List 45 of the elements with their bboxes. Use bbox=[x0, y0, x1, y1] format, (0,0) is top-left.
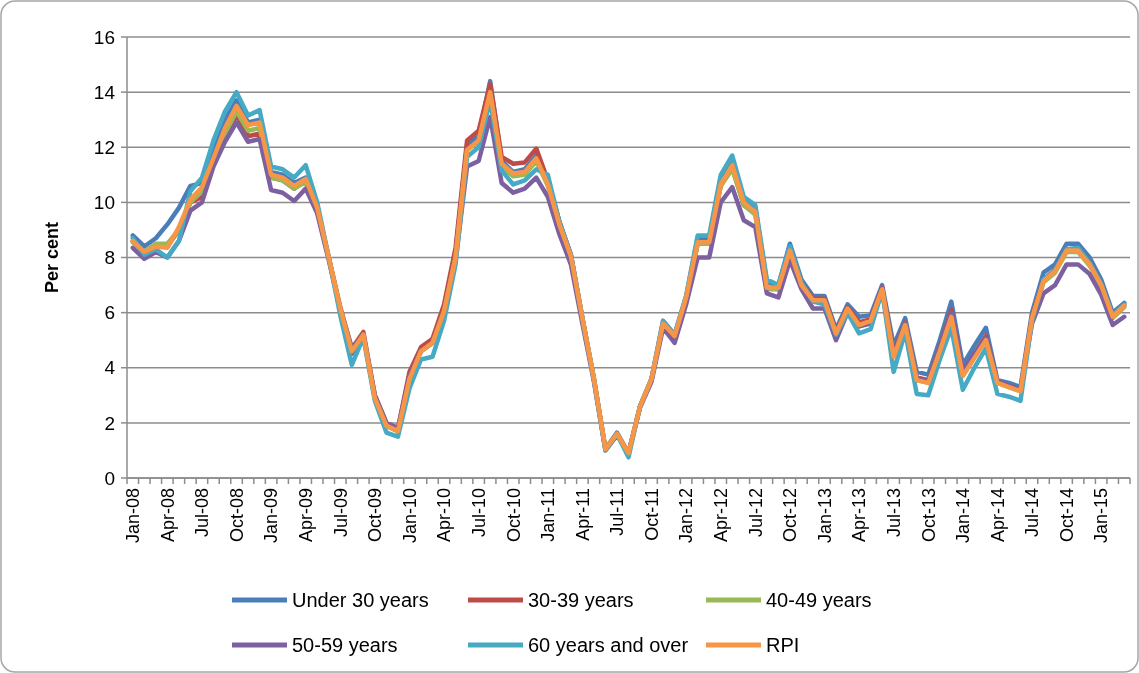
y-tick-label: 4 bbox=[104, 357, 116, 379]
x-tick-label: Oct-08 bbox=[226, 488, 247, 543]
x-tick-label: Apr-13 bbox=[849, 488, 870, 543]
x-tick-label: Jul-13 bbox=[883, 488, 904, 538]
x-tick-label: Jan-13 bbox=[814, 488, 835, 544]
y-tick-label: 10 bbox=[93, 192, 115, 214]
x-tick-label: Apr-09 bbox=[296, 488, 316, 543]
x-tick-label: Apr-11 bbox=[572, 488, 593, 541]
x-tick-label: Oct-13 bbox=[918, 488, 939, 543]
legend-label: Under 30 years bbox=[292, 589, 429, 611]
x-tick-label: Jul-08 bbox=[192, 488, 213, 538]
x-tick-label: Jul-11 bbox=[607, 488, 628, 536]
y-axis-title: Per cent bbox=[42, 221, 62, 294]
x-tick-label: Oct-12 bbox=[780, 488, 801, 543]
x-tick-label: Oct-10 bbox=[503, 488, 524, 543]
x-tick-label: Jan-10 bbox=[399, 488, 420, 544]
legend-label: 60 years and over bbox=[528, 634, 689, 656]
x-tick-label: Apr-12 bbox=[711, 488, 732, 543]
x-tick-label: Jan-11 bbox=[538, 488, 559, 542]
y-tick-label: 14 bbox=[93, 81, 116, 103]
x-tick-label: Jul-12 bbox=[745, 488, 766, 538]
y-tick-label: 6 bbox=[104, 302, 115, 324]
x-tick-label: Jul-10 bbox=[468, 488, 489, 538]
x-tick-label: Oct-14 bbox=[1056, 488, 1077, 543]
y-tick-label: 12 bbox=[93, 136, 115, 158]
x-tick-label: Apr-08 bbox=[157, 488, 178, 543]
x-tick-label: Oct-11 bbox=[641, 488, 662, 541]
x-tick-label: Jan-12 bbox=[676, 488, 697, 544]
x-tick-label: Jul-09 bbox=[330, 488, 351, 538]
x-tick-label: Oct-09 bbox=[365, 488, 386, 543]
x-tick-label: Jan-09 bbox=[261, 488, 282, 544]
y-tick-label: 2 bbox=[104, 412, 115, 434]
legend-label: 50-59 years bbox=[292, 634, 398, 656]
y-tick-label: 0 bbox=[104, 467, 115, 489]
y-tick-label: 16 bbox=[93, 26, 115, 48]
x-tick-label: Jan-14 bbox=[953, 488, 974, 544]
x-tick-label: Jan-15 bbox=[1091, 488, 1112, 544]
x-tick-label: Jan-08 bbox=[123, 488, 144, 544]
x-tick-label: Apr-14 bbox=[987, 488, 1008, 543]
x-tick-label: Jul-14 bbox=[1022, 488, 1043, 538]
legend-label: 30-39 years bbox=[528, 589, 634, 611]
legend-label: RPI bbox=[766, 634, 800, 656]
legend-label: 40-49 years bbox=[766, 589, 872, 611]
y-tick-label: 8 bbox=[104, 247, 115, 269]
x-tick-label: Apr-10 bbox=[434, 488, 455, 543]
